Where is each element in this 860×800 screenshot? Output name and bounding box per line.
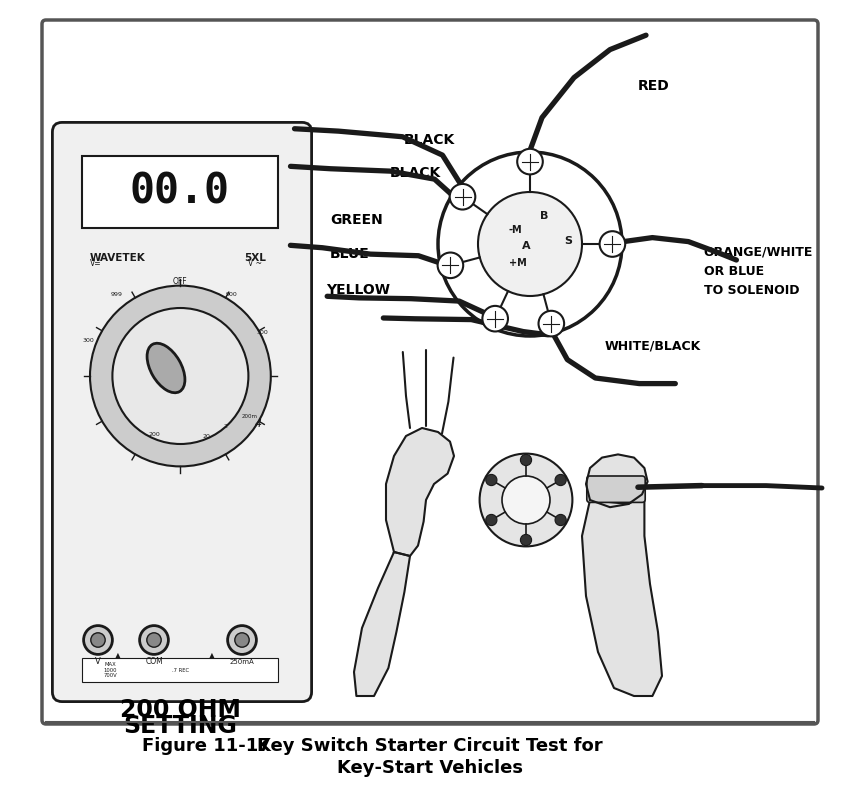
Circle shape [538, 310, 564, 336]
Circle shape [91, 633, 105, 647]
Text: 900: 900 [225, 292, 237, 297]
Text: Key-Start Vehicles: Key-Start Vehicles [337, 759, 523, 777]
Text: 999: 999 [110, 292, 122, 297]
Circle shape [235, 633, 249, 647]
Text: 20: 20 [202, 434, 210, 438]
Text: 200 OHM: 200 OHM [120, 698, 241, 722]
Circle shape [147, 633, 161, 647]
Circle shape [555, 474, 566, 486]
Ellipse shape [147, 343, 185, 393]
Polygon shape [386, 428, 454, 556]
Circle shape [482, 306, 508, 331]
Circle shape [480, 454, 573, 546]
Text: TO SOLENOID: TO SOLENOID [703, 284, 799, 297]
Text: ▲: ▲ [209, 650, 214, 660]
Text: 200: 200 [148, 432, 160, 437]
Text: 00.0: 00.0 [130, 171, 230, 213]
Text: -M: -M [509, 225, 522, 234]
Text: 200m: 200m [242, 414, 258, 418]
Text: +M: +M [509, 258, 527, 268]
Text: B: B [540, 211, 549, 221]
Circle shape [139, 626, 169, 654]
Text: V ~: V ~ [248, 259, 262, 269]
Circle shape [520, 454, 531, 466]
Text: Figure 11-17: Figure 11-17 [142, 738, 271, 755]
Text: OR BLUE: OR BLUE [703, 265, 764, 278]
Text: COM: COM [145, 657, 163, 666]
Text: SETTING: SETTING [124, 714, 237, 738]
Circle shape [599, 231, 625, 257]
Text: BLUE: BLUE [330, 247, 370, 262]
Text: YELLOW: YELLOW [326, 282, 390, 297]
Polygon shape [354, 552, 410, 696]
Text: S: S [564, 236, 573, 246]
Circle shape [520, 534, 531, 546]
Circle shape [450, 184, 476, 210]
Circle shape [438, 253, 464, 278]
Text: 300: 300 [83, 338, 95, 342]
Text: Key Switch Starter Circuit Test for: Key Switch Starter Circuit Test for [257, 738, 603, 755]
Text: 4: 4 [255, 419, 261, 429]
Text: ▲: ▲ [115, 650, 121, 660]
Text: V=: V= [90, 259, 101, 269]
FancyBboxPatch shape [52, 122, 311, 702]
FancyBboxPatch shape [42, 20, 818, 724]
Text: 300: 300 [256, 330, 267, 334]
Text: A: A [522, 242, 531, 251]
Text: .7 REC: .7 REC [172, 668, 189, 673]
Text: BLACK: BLACK [390, 166, 441, 180]
Polygon shape [582, 494, 662, 696]
Text: MAX
1000
700V: MAX 1000 700V [103, 662, 117, 678]
Text: GREEN: GREEN [330, 213, 383, 227]
Bar [82, 658, 278, 682]
Circle shape [517, 149, 543, 174]
Text: 2: 2 [224, 424, 228, 429]
Text: 250mA: 250mA [230, 658, 255, 665]
Circle shape [83, 626, 113, 654]
Circle shape [486, 514, 497, 526]
Circle shape [486, 474, 497, 486]
Polygon shape [586, 454, 648, 507]
Text: RED: RED [638, 78, 670, 93]
Circle shape [113, 308, 249, 444]
Text: BLACK: BLACK [403, 133, 455, 147]
Text: V: V [95, 657, 101, 666]
Text: OFF: OFF [173, 277, 187, 286]
Text: ORANGE/WHITE: ORANGE/WHITE [703, 246, 813, 258]
FancyBboxPatch shape [587, 476, 645, 502]
Circle shape [438, 152, 622, 336]
Text: WAVETEK: WAVETEK [90, 254, 145, 263]
Circle shape [90, 286, 271, 466]
Text: WHITE/BLACK: WHITE/BLACK [605, 339, 701, 352]
Bar [82, 156, 278, 228]
Circle shape [478, 192, 582, 296]
Text: 5XL: 5XL [244, 254, 266, 263]
Circle shape [555, 514, 566, 526]
Circle shape [502, 476, 550, 524]
Circle shape [228, 626, 256, 654]
